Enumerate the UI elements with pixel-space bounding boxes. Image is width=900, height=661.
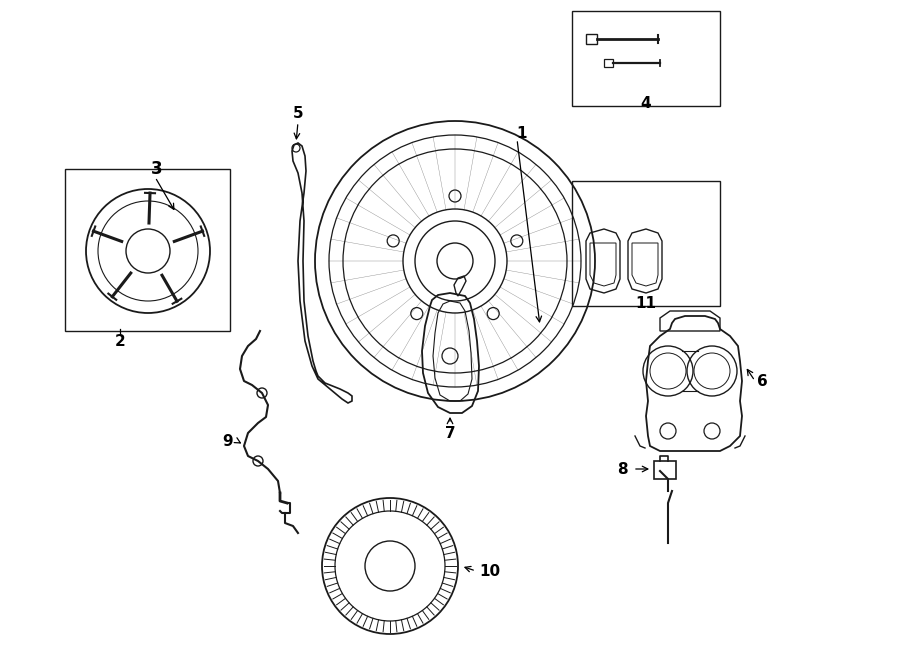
Circle shape [253, 456, 263, 466]
Text: 3: 3 [151, 160, 163, 178]
Circle shape [257, 388, 267, 398]
Text: 9: 9 [222, 434, 233, 449]
Bar [572, 11, 720, 106]
Text: 2: 2 [114, 334, 125, 348]
Text: 10: 10 [480, 563, 500, 578]
Bar [65, 169, 230, 331]
Text: 4: 4 [641, 95, 652, 110]
Text: 8: 8 [616, 461, 627, 477]
Bar [586, 34, 597, 44]
Text: 7: 7 [445, 426, 455, 440]
Text: 11: 11 [635, 295, 656, 311]
Bar [572, 181, 720, 306]
Text: 5: 5 [292, 106, 303, 120]
Bar [604, 59, 613, 67]
Text: 6: 6 [757, 373, 768, 389]
Bar [654, 461, 676, 479]
Text: 1: 1 [517, 126, 527, 141]
